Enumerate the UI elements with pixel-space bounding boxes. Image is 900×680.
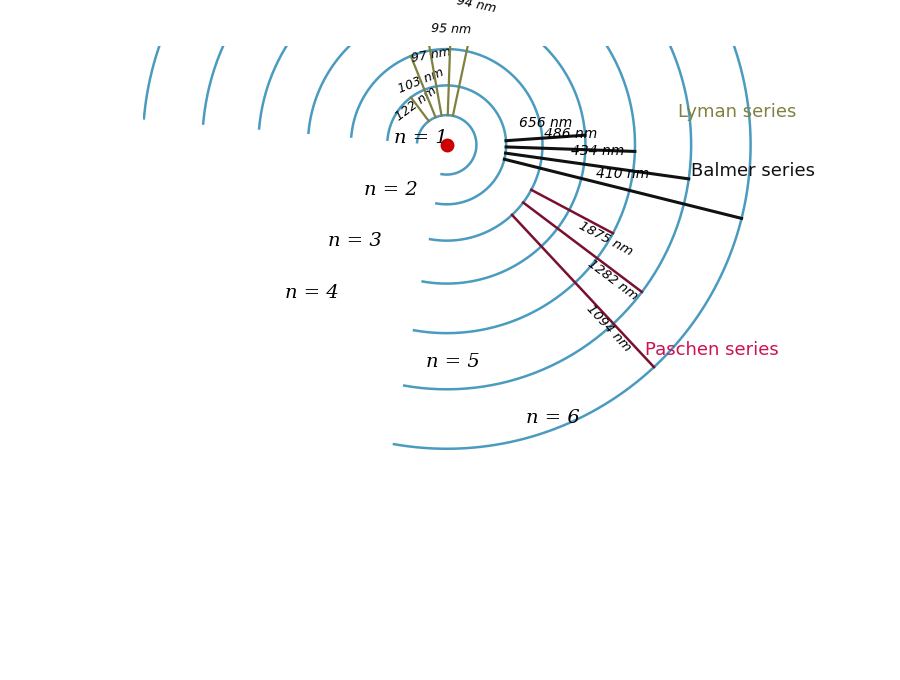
Text: Paschen series: Paschen series (645, 341, 778, 358)
Text: 97 nm: 97 nm (410, 46, 452, 65)
Text: 103 nm: 103 nm (396, 66, 446, 96)
Text: 122 nm: 122 nm (393, 84, 439, 124)
Text: 410 nm: 410 nm (597, 167, 650, 181)
Text: Balmer series: Balmer series (691, 163, 815, 180)
Text: 95 nm: 95 nm (430, 22, 471, 37)
Text: n = 4: n = 4 (284, 284, 338, 302)
Text: n = 6: n = 6 (526, 409, 580, 427)
Text: 1094 nm: 1094 nm (584, 302, 634, 354)
Text: 1875 nm: 1875 nm (576, 220, 634, 258)
Text: n = 3: n = 3 (328, 233, 382, 250)
Text: 1282 nm: 1282 nm (586, 256, 641, 303)
Text: 434 nm: 434 nm (571, 144, 624, 158)
Text: n = 2: n = 2 (364, 181, 418, 199)
Text: 486 nm: 486 nm (544, 127, 597, 141)
Text: 94 nm: 94 nm (455, 0, 498, 15)
Text: 656 nm: 656 nm (519, 116, 572, 130)
Text: n = 1: n = 1 (394, 129, 447, 148)
Text: Lyman series: Lyman series (678, 103, 796, 121)
Text: n = 5: n = 5 (427, 353, 481, 371)
